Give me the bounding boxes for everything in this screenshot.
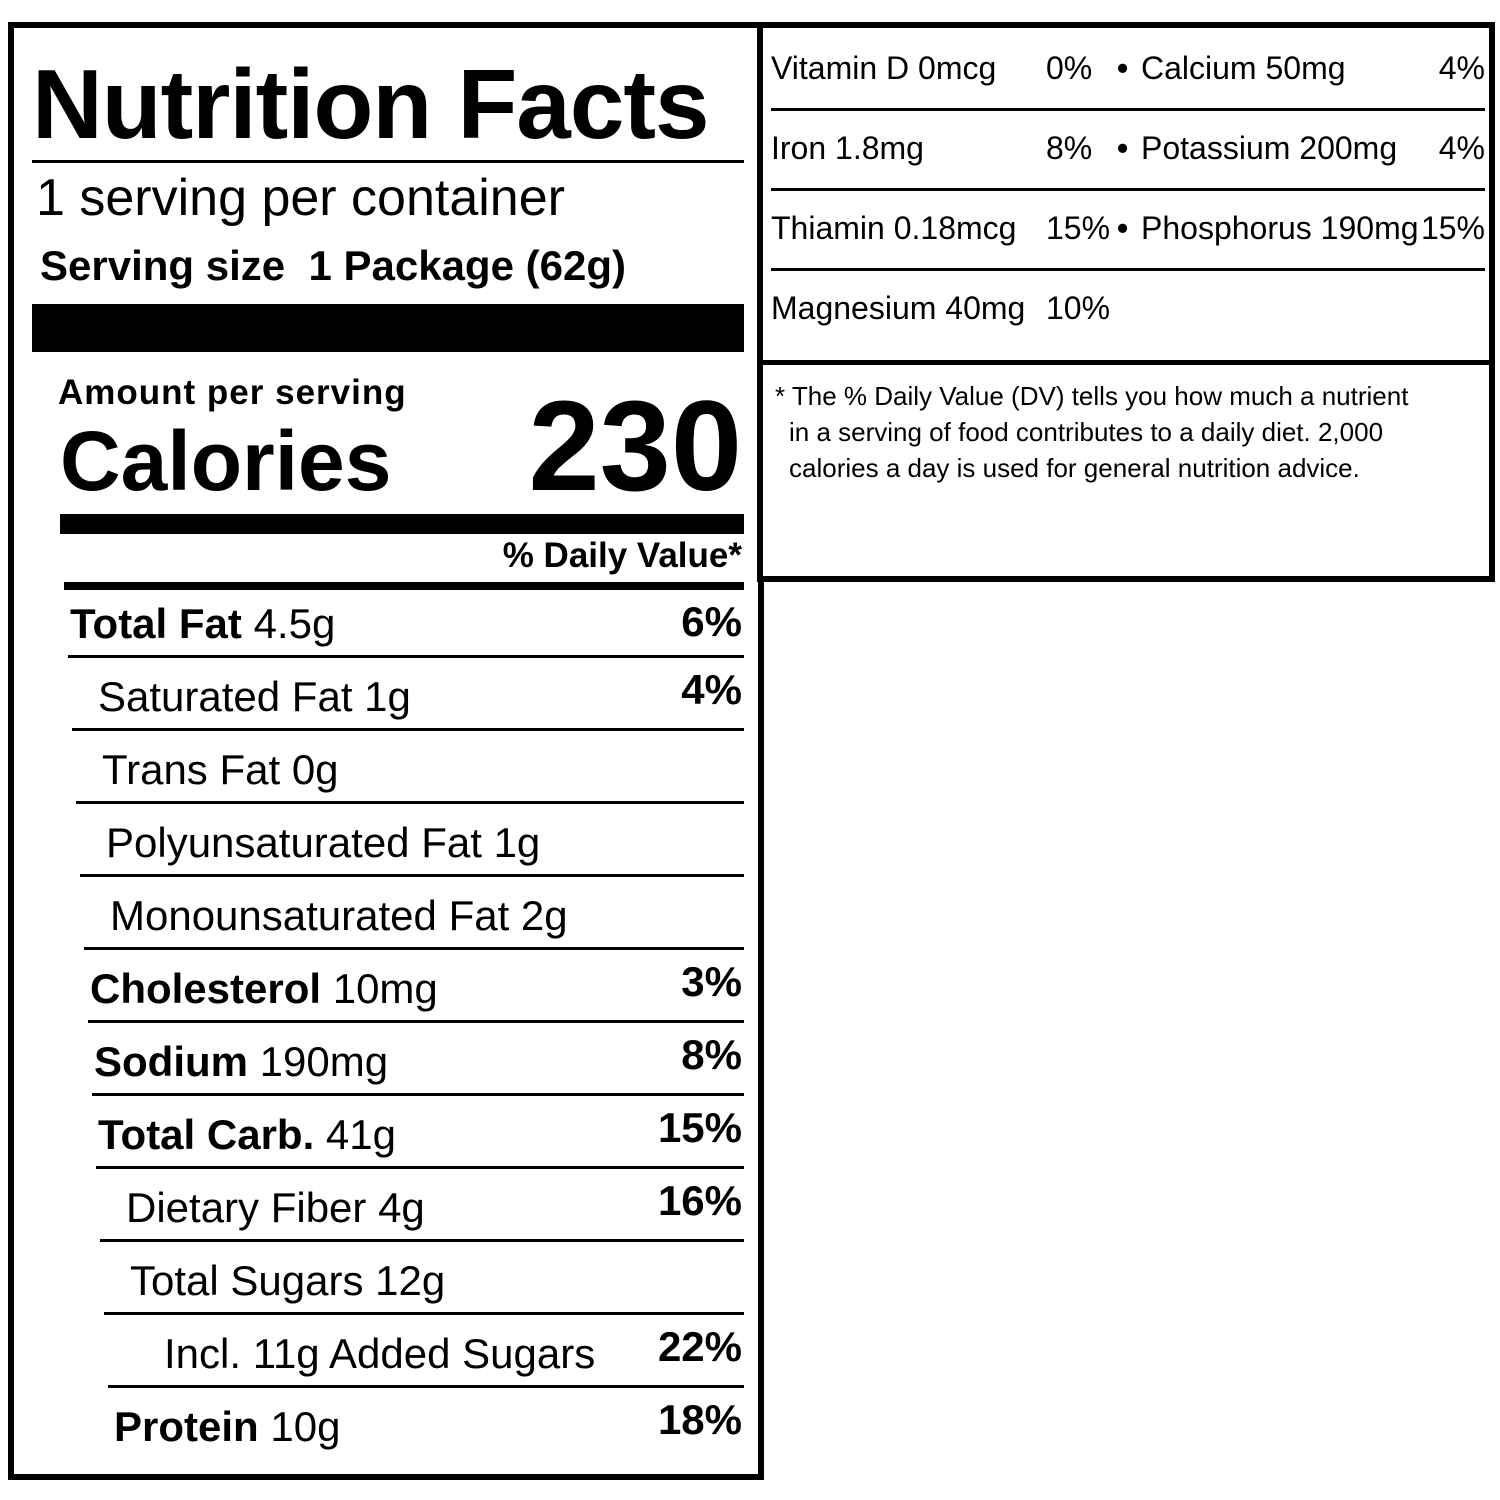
vitamins-panel: Vitamin D 0mcg 0% • Calcium 50mg 4% Iron … (757, 22, 1495, 582)
vitamin-dv: 4% (1438, 130, 1485, 166)
vitamin-name: Potassium 200mg (1141, 130, 1398, 166)
nutrient-amount: 10mg (332, 965, 438, 1012)
nutrient-label: Total Carb. 41g (98, 1111, 396, 1159)
nutrient-row: Dietary Fiber 4g 16% (96, 1166, 744, 1238)
amount-per-serving: Amount per serving (58, 373, 407, 412)
nutrient-amount: 10g (270, 1403, 341, 1450)
nutrient-name: Sodium (94, 1038, 248, 1085)
nutrient-name: Total Fat (70, 600, 242, 647)
nutrient-name: Total Sugars (130, 1257, 364, 1304)
nutrient-dv: 18% (657, 1396, 742, 1443)
calories-value: 230 (528, 375, 742, 518)
nutrient-row: Sodium 190mg 8% (88, 1020, 744, 1092)
nutrient-name: Incl. 11g Added Sugars (164, 1330, 596, 1377)
footnote: * The % Daily Value (DV) tells you how m… (775, 378, 1475, 486)
nutrient-row: Total Sugars 12g (100, 1239, 744, 1311)
nutrient-dv: 6% (681, 598, 742, 645)
nutrition-facts-panel: Nutrition Facts 1 serving per container … (8, 22, 764, 1480)
vitamin-name: Thiamin 0.18mcg (771, 210, 1017, 246)
nutrient-amount: 0g (291, 746, 339, 793)
vitamin-row: Vitamin D 0mcg 0% • Calcium 50mg 4% (771, 28, 1485, 111)
vitamin-name: Magnesium 40mg (771, 290, 1026, 326)
nutrient-dv: 8% (681, 1031, 742, 1078)
vitamin-dv: 10% (1046, 290, 1111, 326)
nutrient-label: Protein 10g (114, 1403, 340, 1451)
nutrient-row: Polyunsaturated Fat 1g (76, 801, 744, 873)
bullet-separator: • (1117, 210, 1129, 246)
thick-divider (60, 514, 744, 534)
nutrient-dv: 16% (657, 1177, 742, 1224)
nutrient-label: Total Fat 4.5g (70, 600, 335, 648)
divider (763, 360, 1489, 365)
divider (32, 160, 744, 163)
nutrient-amount: 41g (325, 1111, 396, 1158)
nutrient-row: Cholesterol 10mg 3% (84, 947, 744, 1019)
daily-value-header: % Daily Value* (502, 536, 742, 575)
servings-per-container: 1 serving per container (36, 169, 565, 227)
nutrient-amount: 2g (520, 892, 568, 939)
label-title: Nutrition Facts (32, 49, 709, 159)
vitamin-name: Phosphorus 190mg (1141, 210, 1419, 246)
nutrient-row: Monounsaturated Fat 2g (80, 874, 744, 946)
nutrient-label: Total Sugars 12g (130, 1257, 445, 1305)
vitamin-name: Calcium 50mg (1141, 50, 1346, 86)
nutrient-dv: 15% (657, 1104, 742, 1151)
nutrient-row: Protein 10g 18% (108, 1385, 744, 1457)
vitamin-dv: 15% (1420, 210, 1485, 246)
nutrient-amount: 4g (378, 1184, 425, 1231)
serving-size: Serving size 1 Package (62g) (40, 242, 626, 290)
nutrient-dv: 3% (681, 958, 742, 1005)
thick-divider (32, 304, 744, 352)
vitamin-row: Iron 1.8mg 8% • Potassium 200mg 4% (771, 108, 1485, 191)
nutrient-row: Total Fat 4.5g 6% (64, 582, 744, 654)
bullet-separator: • (1117, 130, 1129, 166)
nutrient-amount: 190mg (259, 1038, 389, 1085)
nutrient-label: Trans Fat 0g (102, 746, 339, 794)
bullet-separator: • (1117, 50, 1129, 86)
footnote-line: calories a day is used for general nutri… (789, 453, 1360, 483)
nutrient-row: Incl. 11g Added Sugars 22% (104, 1312, 744, 1384)
vitamin-dv: 0% (1046, 50, 1093, 86)
vitamin-row: Thiamin 0.18mcg 15% • Phosphorus 190mg 1… (771, 188, 1485, 271)
nutrient-label: Sodium 190mg (94, 1038, 388, 1086)
vitamin-dv: 15% (1046, 210, 1111, 246)
nutrient-row: Trans Fat 0g (72, 728, 744, 800)
nutrient-amount: 1g (364, 673, 411, 720)
nutrient-label: Monounsaturated Fat 2g (110, 892, 568, 940)
nutrient-name: Protein (114, 1403, 259, 1450)
vitamin-dv: 4% (1438, 50, 1485, 86)
footnote-line: in a serving of food contributes to a da… (789, 417, 1384, 447)
nutrient-label: Cholesterol 10mg (90, 965, 438, 1013)
nutrient-row: Total Carb. 41g 15% (92, 1093, 744, 1165)
calories-label: Calories (60, 414, 392, 508)
nutrient-amount: 4.5g (253, 600, 336, 647)
nutrient-amount: 12g (375, 1257, 446, 1304)
footnote-line: * The % Daily Value (DV) tells you how m… (775, 381, 1409, 411)
nutrient-name: Monounsaturated Fat (110, 892, 510, 939)
nutrient-amount: 1g (493, 819, 541, 866)
serving-size-value: 1 Package (62g) (308, 242, 626, 289)
nutrient-label: Incl. 11g Added Sugars (164, 1330, 595, 1378)
nutrient-label: Polyunsaturated Fat 1g (106, 819, 540, 867)
vitamin-row: Magnesium 40mg 10% (771, 268, 1485, 348)
vitamin-name: Iron 1.8mg (771, 130, 924, 166)
nutrient-label: Dietary Fiber 4g (126, 1184, 425, 1232)
nutrient-label: Saturated Fat 1g (98, 673, 411, 721)
nutrient-name: Polyunsaturated Fat (106, 819, 482, 866)
nutrient-name: Dietary Fiber (126, 1184, 367, 1231)
nutrient-name: Cholesterol (90, 965, 322, 1012)
nutrient-name: Saturated Fat (98, 673, 353, 720)
nutrient-name: Total Carb. (98, 1111, 315, 1158)
nutrient-row: Saturated Fat 1g 4% (68, 655, 744, 727)
vitamin-name: Vitamin D 0mcg (771, 50, 997, 86)
nutrient-dv: 22% (657, 1323, 742, 1370)
nutrient-dv: 4% (681, 666, 742, 713)
vitamin-dv: 8% (1046, 130, 1093, 166)
serving-size-label: Serving size (40, 242, 286, 289)
nutrient-name: Trans Fat (102, 746, 281, 793)
